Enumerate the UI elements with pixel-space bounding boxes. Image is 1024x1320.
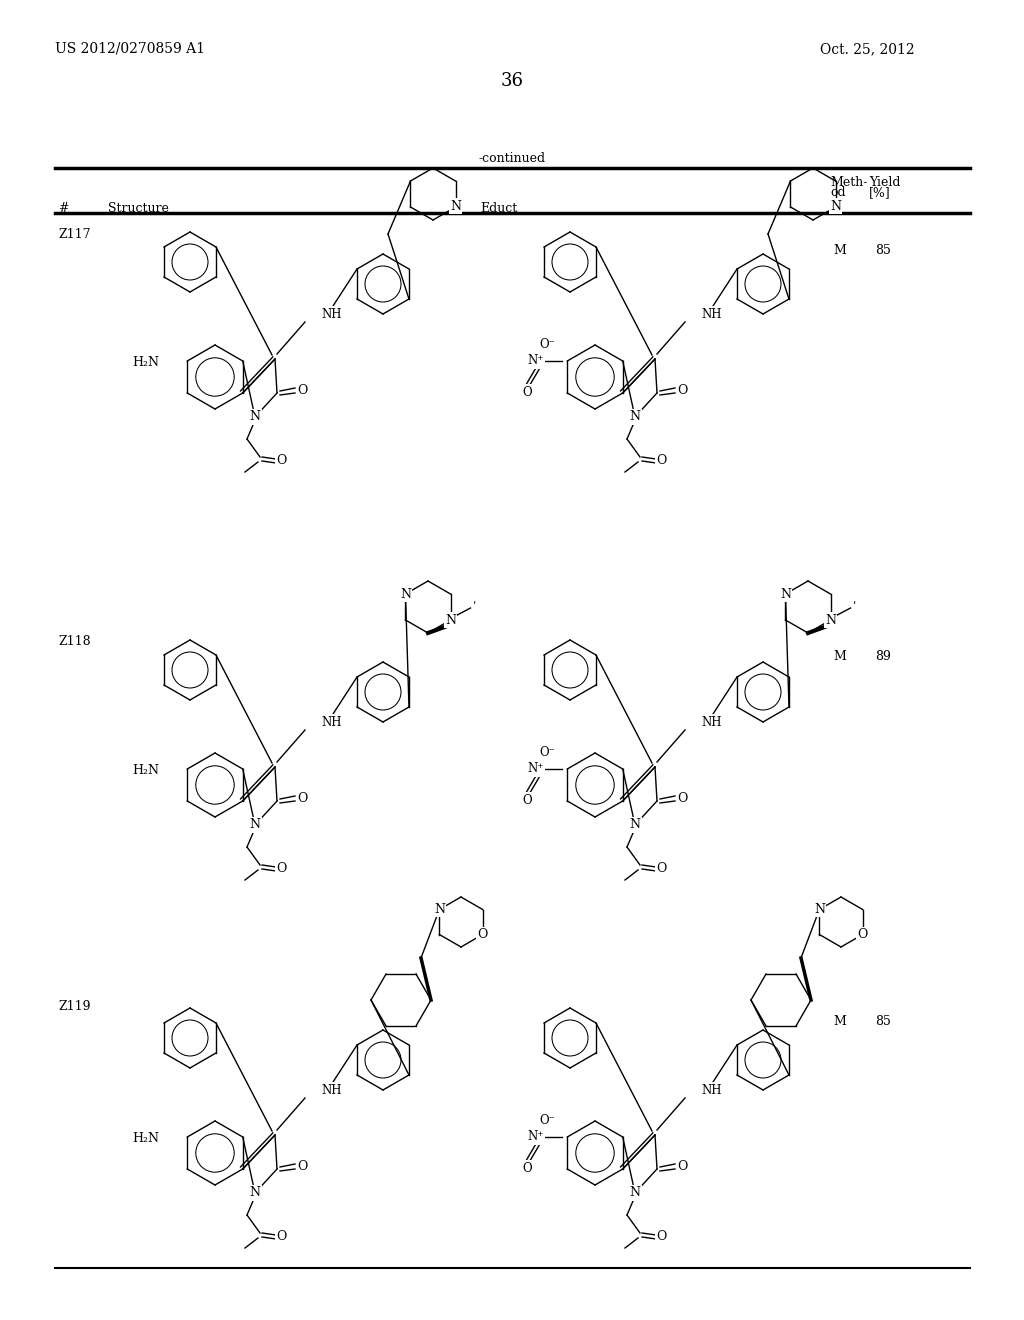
- Text: N⁺: N⁺: [527, 763, 544, 776]
- Text: O: O: [522, 1162, 532, 1175]
- Text: [%]: [%]: [869, 186, 891, 199]
- Text: N: N: [780, 587, 791, 601]
- Text: O: O: [677, 792, 687, 804]
- Text: N: N: [250, 411, 260, 424]
- Text: N: N: [250, 1187, 260, 1200]
- Text: H₂N: H₂N: [132, 764, 160, 777]
- Text: O: O: [655, 862, 667, 875]
- Text: Structure: Structure: [108, 202, 169, 215]
- Text: N: N: [825, 614, 836, 627]
- Text: N⁺: N⁺: [527, 355, 544, 367]
- Text: Educt: Educt: [480, 202, 517, 215]
- Text: O: O: [677, 384, 687, 396]
- Text: 36: 36: [501, 73, 523, 90]
- Text: H₂N: H₂N: [132, 356, 160, 370]
- Text: Meth-: Meth-: [830, 176, 867, 189]
- Text: 89: 89: [874, 649, 891, 663]
- Text: O⁻: O⁻: [540, 1114, 555, 1126]
- Text: M: M: [833, 649, 846, 663]
- Text: -continued: -continued: [478, 152, 546, 165]
- Text: O: O: [275, 862, 286, 875]
- Text: N: N: [445, 614, 456, 627]
- Text: Z117: Z117: [58, 228, 90, 242]
- Text: M: M: [833, 1015, 846, 1028]
- Text: NH: NH: [701, 1084, 722, 1097]
- Text: N: N: [450, 199, 461, 213]
- Text: N: N: [400, 587, 411, 601]
- Text: O: O: [477, 928, 487, 941]
- Text: O: O: [522, 385, 532, 399]
- Text: O: O: [857, 928, 867, 941]
- Text: N: N: [630, 1187, 640, 1200]
- Text: O: O: [275, 1230, 286, 1243]
- Text: N: N: [814, 903, 825, 916]
- Text: O⁻: O⁻: [540, 338, 555, 351]
- Text: ˈ: ˈ: [853, 602, 856, 615]
- Text: Z119: Z119: [58, 1001, 90, 1012]
- Text: O: O: [522, 793, 532, 807]
- Text: ˈ: ˈ: [472, 602, 476, 615]
- Text: N: N: [830, 199, 841, 213]
- Text: US 2012/0270859 A1: US 2012/0270859 A1: [55, 42, 205, 55]
- Text: N: N: [630, 818, 640, 832]
- Text: NH: NH: [701, 715, 722, 729]
- Text: 85: 85: [874, 1015, 891, 1028]
- Text: O: O: [275, 454, 286, 467]
- Text: NH: NH: [321, 715, 341, 729]
- Text: O: O: [655, 1230, 667, 1243]
- Text: NH: NH: [321, 308, 341, 321]
- Text: NH: NH: [701, 308, 722, 321]
- Text: Z118: Z118: [58, 635, 91, 648]
- Text: O: O: [297, 384, 307, 396]
- Text: O: O: [297, 792, 307, 804]
- Text: N⁺: N⁺: [527, 1130, 544, 1143]
- Text: O: O: [297, 1159, 307, 1172]
- Text: Oct. 25, 2012: Oct. 25, 2012: [820, 42, 914, 55]
- Text: #: #: [58, 202, 69, 215]
- Text: N: N: [250, 818, 260, 832]
- Text: O⁻: O⁻: [540, 746, 555, 759]
- Text: Yield: Yield: [869, 176, 900, 189]
- Text: O: O: [677, 1159, 687, 1172]
- Text: N: N: [434, 903, 444, 916]
- Text: M: M: [833, 244, 846, 257]
- Text: od: od: [830, 186, 846, 199]
- Text: H₂N: H₂N: [132, 1133, 160, 1146]
- Text: O: O: [655, 454, 667, 467]
- Text: N: N: [630, 411, 640, 424]
- Text: 85: 85: [874, 244, 891, 257]
- Text: NH: NH: [321, 1084, 341, 1097]
